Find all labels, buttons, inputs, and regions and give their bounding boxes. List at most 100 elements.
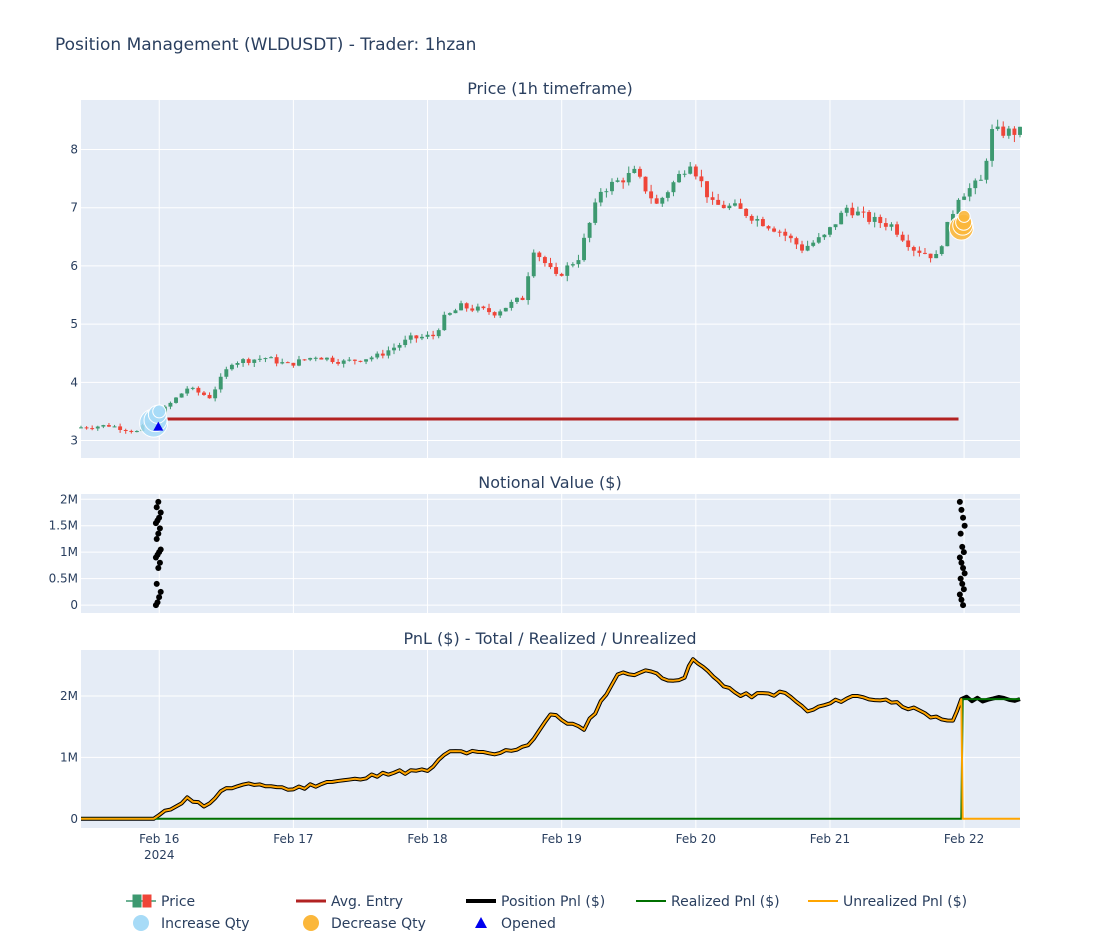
increase-qty-marker bbox=[152, 404, 167, 419]
candle-down bbox=[537, 252, 542, 258]
candle-down bbox=[246, 359, 251, 363]
candle-up bbox=[168, 402, 173, 407]
candle-up bbox=[263, 358, 268, 360]
candle-up bbox=[593, 202, 598, 223]
legend-label: Price bbox=[161, 894, 195, 910]
candle-up bbox=[570, 264, 575, 266]
candle-up bbox=[235, 363, 240, 365]
candle-down bbox=[202, 392, 206, 395]
legend-item-5: Unrealized Pnl ($) bbox=[808, 894, 967, 910]
candle-down bbox=[291, 362, 296, 366]
candle-up bbox=[565, 265, 570, 276]
candle-down bbox=[84, 427, 89, 429]
candle-down bbox=[883, 223, 888, 227]
candle-up bbox=[269, 357, 273, 359]
notional-point bbox=[960, 586, 967, 593]
candle-up bbox=[459, 303, 464, 311]
y-tick-label: 3 bbox=[70, 434, 78, 448]
candle-up bbox=[419, 336, 424, 339]
candle-up bbox=[453, 310, 458, 314]
legend-item-8: Opened bbox=[475, 916, 556, 932]
candle-down bbox=[716, 199, 721, 205]
candle-up bbox=[392, 347, 396, 351]
candle-down bbox=[123, 429, 128, 431]
candle-down bbox=[744, 208, 749, 216]
notional-point bbox=[956, 591, 963, 598]
candle-down bbox=[520, 297, 525, 301]
legend-item-3: Position Pnl ($) bbox=[466, 894, 605, 910]
legend-label: Decrease Qty bbox=[331, 916, 426, 932]
candle-down bbox=[129, 430, 134, 432]
candle-up bbox=[95, 426, 100, 429]
candle-up bbox=[604, 191, 609, 193]
candle-down bbox=[481, 306, 486, 309]
candle-up bbox=[531, 252, 536, 277]
candle-down bbox=[861, 211, 866, 213]
candle-down bbox=[492, 312, 497, 316]
y-tick-label: 0 bbox=[70, 812, 78, 826]
candle-up bbox=[828, 227, 832, 235]
candle-down bbox=[900, 234, 905, 241]
candle-up bbox=[833, 224, 838, 228]
y-tick-label: 7 bbox=[70, 201, 78, 215]
candle-down bbox=[285, 362, 290, 364]
notional-point bbox=[153, 580, 160, 587]
candle-up bbox=[660, 197, 665, 204]
notional-point bbox=[959, 543, 966, 550]
candle-up bbox=[229, 364, 234, 370]
candle-up bbox=[341, 360, 346, 364]
candle-down bbox=[637, 168, 642, 177]
candle-down bbox=[548, 263, 553, 268]
candle-up bbox=[185, 388, 190, 394]
legend-label: Avg. Entry bbox=[331, 894, 403, 910]
candle-up bbox=[805, 245, 810, 251]
candle-up bbox=[945, 221, 950, 247]
candle-down bbox=[330, 357, 335, 363]
notional-point bbox=[960, 514, 967, 521]
candle-up bbox=[811, 242, 816, 246]
circle-icon bbox=[303, 915, 319, 931]
legend-label: Opened bbox=[501, 916, 556, 932]
candle-down bbox=[749, 215, 754, 221]
legend-item-1: Price bbox=[126, 894, 195, 910]
candle-down bbox=[788, 235, 793, 239]
y-tick-label: 1M bbox=[60, 750, 78, 764]
circle-icon bbox=[133, 915, 149, 931]
candle-up bbox=[134, 431, 139, 433]
price-panel-title: Price (1h timeframe) bbox=[467, 79, 633, 98]
candle-down bbox=[794, 238, 799, 245]
candle-up bbox=[984, 160, 989, 180]
candle-up bbox=[682, 173, 687, 175]
candle-down bbox=[777, 231, 782, 233]
notional-point bbox=[156, 559, 163, 566]
candle-down bbox=[710, 197, 715, 200]
notional-point bbox=[154, 599, 161, 606]
notional-point bbox=[157, 546, 164, 553]
candle-down bbox=[772, 228, 777, 232]
candle-up bbox=[515, 297, 519, 302]
candle-up bbox=[822, 234, 827, 238]
candle-up bbox=[934, 254, 939, 259]
candle-up bbox=[939, 246, 944, 255]
notional-point bbox=[960, 565, 967, 572]
notional-point bbox=[153, 504, 160, 511]
candle-up bbox=[347, 359, 352, 361]
notional-point bbox=[958, 559, 965, 566]
candle-down bbox=[358, 360, 363, 362]
candle-up bbox=[386, 350, 391, 356]
x-tick-label: Feb 19 bbox=[542, 832, 582, 846]
candle-down bbox=[621, 180, 626, 183]
y-tick-label: 1.5M bbox=[49, 519, 78, 533]
candle-up bbox=[179, 393, 184, 398]
candle-down bbox=[1001, 126, 1006, 136]
candle-up bbox=[816, 237, 821, 243]
candle-down bbox=[738, 203, 743, 209]
candle-up bbox=[526, 276, 531, 301]
y-tick-label: 6 bbox=[70, 259, 78, 273]
legend-label: Realized Pnl ($) bbox=[671, 894, 780, 910]
notional-point bbox=[957, 530, 964, 537]
candle-up bbox=[503, 307, 508, 312]
candle-up bbox=[626, 172, 631, 183]
candle-up bbox=[297, 359, 301, 366]
figure-title: Position Management (WLDUSDT) - Trader: … bbox=[55, 35, 476, 55]
